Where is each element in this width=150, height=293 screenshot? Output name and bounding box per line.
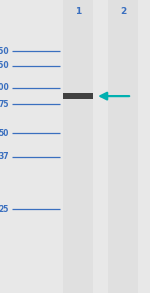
- Bar: [63, 93, 93, 99]
- Text: 150: 150: [0, 62, 9, 70]
- Text: 75: 75: [0, 100, 9, 108]
- Text: 2: 2: [120, 7, 126, 16]
- Text: 37: 37: [0, 152, 9, 161]
- Text: 100: 100: [0, 84, 9, 92]
- Text: 250: 250: [0, 47, 9, 56]
- Text: 1: 1: [75, 7, 81, 16]
- Bar: [108, 0, 138, 293]
- Text: 25: 25: [0, 205, 9, 214]
- Bar: [63, 0, 93, 293]
- Text: 50: 50: [0, 129, 9, 138]
